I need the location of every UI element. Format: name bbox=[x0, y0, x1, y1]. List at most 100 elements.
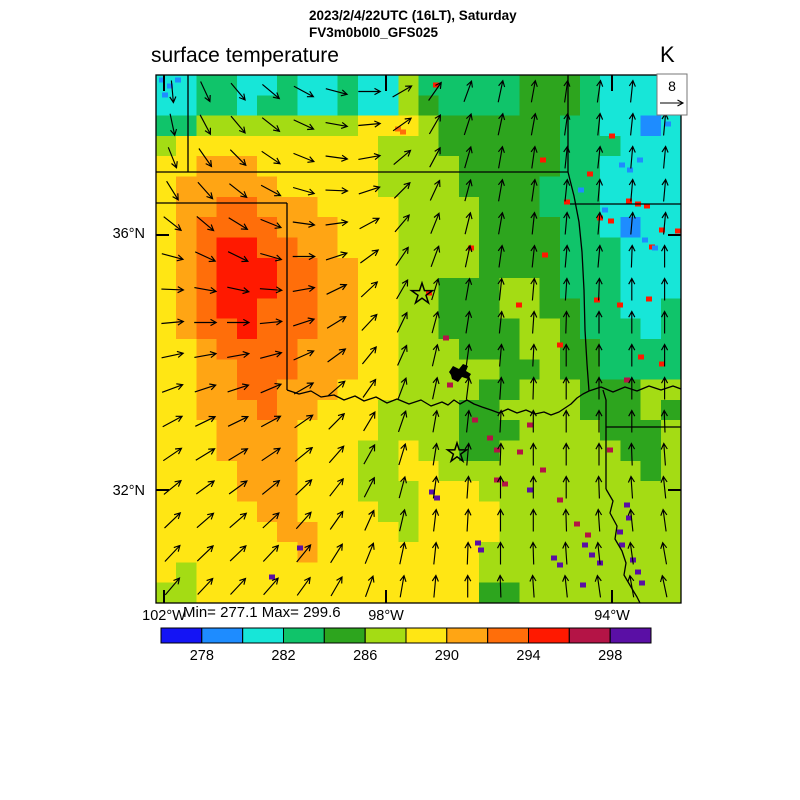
temp-cell bbox=[236, 257, 258, 279]
temp-cell bbox=[236, 196, 258, 218]
wind-arrow bbox=[198, 148, 213, 168]
temp-cell bbox=[479, 440, 500, 462]
temp-cell bbox=[640, 460, 662, 482]
wind-arrow bbox=[360, 281, 379, 298]
temp-cell bbox=[458, 196, 480, 218]
wind-arrow bbox=[199, 114, 211, 136]
temp-cell bbox=[398, 542, 420, 563]
temp-cell bbox=[297, 237, 319, 259]
temp-cell bbox=[196, 420, 218, 442]
temp-cell bbox=[620, 257, 642, 279]
wind-arrow bbox=[294, 446, 314, 462]
red-speckle bbox=[646, 296, 652, 302]
temp-cell bbox=[499, 339, 521, 360]
wind-arrow bbox=[196, 512, 215, 529]
wind-arrow bbox=[194, 383, 217, 393]
temp-cell bbox=[499, 359, 521, 381]
temp-cell bbox=[640, 196, 662, 218]
temp-cell bbox=[580, 318, 601, 340]
temp-cell bbox=[156, 135, 177, 157]
wind-arrow bbox=[530, 145, 538, 169]
wind-arrow bbox=[292, 285, 316, 293]
wind-arrow bbox=[595, 211, 604, 235]
temp-cell bbox=[600, 379, 621, 401]
temp-cell bbox=[176, 501, 197, 523]
temp-cell bbox=[337, 359, 359, 381]
wind-arrow bbox=[228, 217, 249, 230]
temp-cell bbox=[519, 278, 541, 299]
wind-arrow bbox=[530, 244, 538, 268]
temp-cell bbox=[519, 257, 541, 279]
temp-cell bbox=[640, 379, 662, 401]
wind-arrow bbox=[396, 278, 409, 300]
temp-cell bbox=[156, 562, 177, 584]
temp-cell bbox=[337, 278, 359, 299]
temp-cell bbox=[559, 135, 581, 157]
plot-title-line1: 2023/2/4/22UTC (16LT), Saturday bbox=[309, 8, 517, 23]
wind-arrow bbox=[595, 310, 603, 334]
temp-cell bbox=[519, 298, 541, 320]
temp-cell bbox=[479, 359, 500, 381]
temp-cell bbox=[176, 562, 197, 584]
purple-speckle bbox=[557, 562, 563, 568]
temp-cell bbox=[216, 156, 238, 178]
wind-arrow bbox=[432, 508, 440, 532]
wind-arrow bbox=[294, 414, 314, 429]
wind-arrow bbox=[363, 411, 376, 432]
temp-cell bbox=[216, 176, 238, 198]
temp-cell bbox=[357, 481, 379, 503]
temp-cell bbox=[458, 379, 480, 401]
temp-cell bbox=[317, 75, 339, 96]
wind-arrow bbox=[661, 178, 669, 202]
temp-cell bbox=[559, 460, 581, 482]
temp-cell bbox=[640, 339, 662, 360]
temp-cell bbox=[559, 542, 581, 563]
wind-arrow bbox=[162, 447, 183, 462]
wind-arrow bbox=[398, 475, 407, 499]
temp-cell bbox=[600, 257, 621, 279]
temp-cell bbox=[257, 196, 278, 218]
temp-cell bbox=[357, 399, 379, 421]
temp-cell bbox=[600, 115, 621, 137]
tx-ar-la-border bbox=[602, 389, 607, 489]
wind-arrow bbox=[562, 508, 570, 532]
wind-arrow bbox=[227, 415, 250, 427]
temp-cell bbox=[580, 75, 601, 96]
wind-arrow bbox=[261, 150, 282, 165]
wind-arrow bbox=[628, 79, 636, 103]
wind-arrow bbox=[392, 85, 413, 98]
temp-cell bbox=[539, 278, 561, 299]
temp-cell bbox=[519, 420, 541, 442]
red-speckle bbox=[609, 133, 615, 139]
temp-cell bbox=[418, 257, 440, 279]
temp-cell bbox=[499, 196, 521, 218]
temp-cell bbox=[277, 542, 298, 563]
temp-cell bbox=[620, 420, 642, 442]
temp-cell bbox=[398, 278, 420, 299]
temp-cell bbox=[236, 298, 258, 320]
wind-arrow bbox=[327, 380, 346, 397]
temp-cell bbox=[600, 359, 621, 381]
temp-cell bbox=[458, 582, 480, 603]
temp-cell bbox=[458, 278, 480, 299]
temp-cell bbox=[176, 399, 197, 421]
temp-cell bbox=[176, 440, 197, 462]
wind-arrow bbox=[496, 508, 505, 532]
wind-arrow bbox=[464, 145, 473, 169]
temp-cell bbox=[277, 135, 298, 157]
blue-speckle bbox=[630, 229, 636, 235]
temp-cell bbox=[580, 217, 601, 239]
temp-cell bbox=[660, 521, 681, 543]
temp-cell bbox=[317, 196, 339, 218]
colorbar-segment bbox=[405, 627, 448, 644]
temp-cell bbox=[317, 521, 339, 543]
wind-arrow bbox=[660, 343, 669, 367]
wind-arrow bbox=[397, 344, 408, 366]
temp-cell bbox=[216, 298, 238, 320]
wind-arrow bbox=[428, 113, 442, 135]
wind-arrow bbox=[392, 117, 413, 132]
wind-arrow bbox=[397, 377, 408, 400]
temp-cell bbox=[519, 135, 541, 157]
temp-cell bbox=[156, 379, 177, 401]
